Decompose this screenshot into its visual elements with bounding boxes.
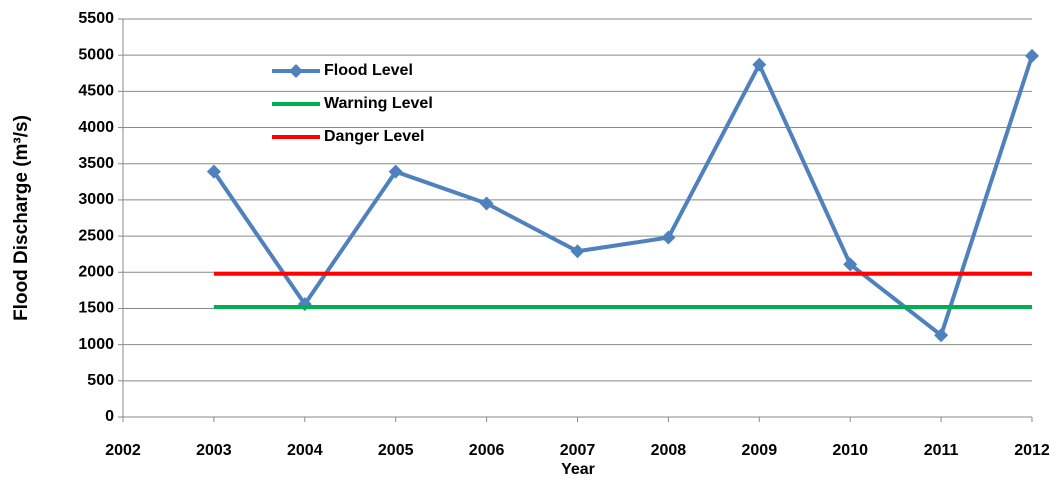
marker — [570, 244, 585, 259]
y-tick-label: 4000 — [78, 119, 114, 136]
x-tick-label: 2012 — [1014, 442, 1050, 459]
y-tick-label: 500 — [87, 372, 114, 389]
x-tick-label: 2006 — [469, 442, 505, 459]
y-tick-label: 5500 — [78, 10, 114, 27]
x-tick-label: 2002 — [105, 442, 141, 459]
marker — [934, 328, 949, 343]
y-tick-label: 2500 — [78, 227, 114, 244]
legend-label: Warning Level — [324, 95, 433, 112]
marker — [661, 230, 676, 245]
y-tick-label: 3000 — [78, 191, 114, 208]
y-tick-label: 1000 — [78, 336, 114, 353]
legend-label: Danger Level — [324, 128, 424, 145]
y-axis-label: Flood Discharge (m³/s) — [11, 115, 32, 321]
x-tick-label: 2005 — [378, 442, 414, 459]
legend-label: Flood Level — [324, 62, 413, 79]
marker — [206, 164, 221, 179]
marker — [843, 257, 858, 272]
x-axis-label: Year — [561, 461, 595, 478]
y-tick-label: 3500 — [78, 155, 114, 172]
marker — [752, 57, 767, 72]
x-tick-label: 2010 — [832, 442, 868, 459]
y-tick-label: 5000 — [78, 46, 114, 63]
y-tick-label: 0 — [105, 408, 114, 425]
y-tick-label: 4500 — [78, 83, 114, 100]
x-tick-label: 2011 — [924, 442, 959, 459]
marker — [388, 164, 403, 179]
x-tick-label: 2008 — [651, 442, 687, 459]
legend-marker — [289, 64, 303, 78]
y-tick-label: 2000 — [78, 263, 114, 280]
marker — [1025, 48, 1039, 63]
x-tick-label: 2009 — [742, 442, 778, 459]
x-tick-label: 2003 — [196, 442, 232, 459]
x-tick-label: 2007 — [560, 442, 596, 459]
x-tick-label: 2004 — [287, 442, 323, 459]
series-line — [212, 55, 1034, 338]
marker — [479, 196, 494, 211]
y-tick-label: 1500 — [78, 300, 114, 317]
